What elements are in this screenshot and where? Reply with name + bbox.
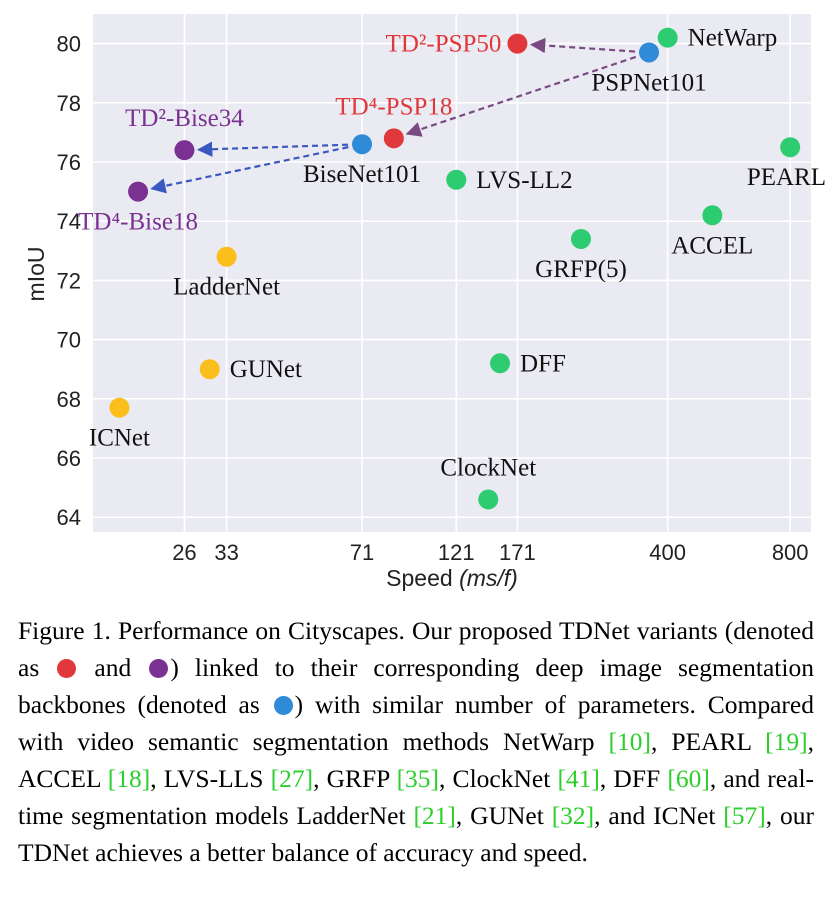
y-tick-label: 78 xyxy=(57,91,81,116)
y-tick-label: 70 xyxy=(57,328,81,353)
caption-tail: , our TDNet achieves a better balance of… xyxy=(18,801,814,867)
point-td-bise18 xyxy=(128,181,149,202)
blue-dot-icon xyxy=(273,696,293,715)
point-icnet xyxy=(109,397,130,418)
arrows xyxy=(150,37,637,194)
y-tick-label: 80 xyxy=(57,32,81,57)
point-netwarp xyxy=(657,27,678,48)
point-bisenet101 xyxy=(352,134,373,155)
point-label-pspnet101: PSPNet101 xyxy=(591,69,706,96)
point-clocknet xyxy=(478,489,499,510)
point-dff xyxy=(490,353,511,374)
x-axis-title-name: Speed xyxy=(386,565,453,591)
caption-lvs: , LVS-LLS xyxy=(150,764,271,793)
x-tick-label: 800 xyxy=(772,540,809,565)
caption-dff: , DFF xyxy=(599,764,668,793)
scatter-plot: TD²-PSP50 TD⁴-PSP18 TD²-Bise34 TD⁴-Bise18 PS… xyxy=(23,14,826,591)
caption-and: and xyxy=(78,653,148,682)
point-gunet xyxy=(199,359,220,380)
point-label-gunet: GUNet xyxy=(230,356,302,383)
arrow-bisenet101-to-td-bise34 xyxy=(196,141,349,157)
point-label-pearl: PEARL xyxy=(747,164,826,191)
grid xyxy=(93,14,811,532)
y-tick-label: 64 xyxy=(57,505,81,530)
caption-intro: Figure 1. Performance on Cityscapes. Our… xyxy=(18,616,814,682)
red-dot-icon xyxy=(57,659,77,678)
caption-icnet: , and ICNet xyxy=(594,801,724,830)
purple-dot-icon xyxy=(149,659,169,678)
citation-link[interactable]: [41] xyxy=(557,764,600,793)
tick-labels: 64 66 68 70 72 74 76 78 80 26 33 71 121 171 400 800 xyxy=(57,32,809,565)
point-label-icnet: ICNet xyxy=(89,425,150,452)
point-labels: TD²-PSP50 TD⁴-PSP18 TD²-Bise34 TD⁴-Bise18 PS… xyxy=(78,25,826,482)
point-accel xyxy=(702,205,723,226)
citation-link[interactable]: [18] xyxy=(107,764,151,793)
y-tick-label: 76 xyxy=(57,150,81,175)
point-label-clocknet: ClockNet xyxy=(440,454,536,481)
point-td-bise34 xyxy=(174,140,195,161)
citation-link[interactable]: [27] xyxy=(270,764,314,793)
citation-link[interactable]: [32] xyxy=(551,801,595,830)
plot-background xyxy=(93,14,811,532)
point-label-laddernet: LadderNet xyxy=(173,274,280,301)
figure-caption: Figure 1. Performance on Cityscapes. Our… xyxy=(18,612,814,871)
y-axis-title: mIoU xyxy=(23,247,49,302)
point-td-psp18 xyxy=(383,128,404,149)
y-tick-label: 66 xyxy=(57,446,81,471)
point-label-bisenet101: BiseNet101 xyxy=(303,161,421,188)
citation-link[interactable]: [19] xyxy=(765,727,808,756)
caption-compared: ) with similar number of parameters. Com… xyxy=(18,690,814,756)
citation-link[interactable]: [57] xyxy=(723,801,766,830)
arrow-pspnet101-to-td-psp50 xyxy=(529,37,636,54)
citation-link[interactable]: [21] xyxy=(413,801,456,830)
citation-link[interactable]: [60] xyxy=(667,764,710,793)
y-tick-label: 72 xyxy=(57,268,81,293)
x-tick-label: 171 xyxy=(499,540,536,565)
x-tick-label: 400 xyxy=(649,540,686,565)
citation-link[interactable]: [35] xyxy=(396,764,440,793)
caption-grfp: , GRFP xyxy=(313,764,397,793)
caption-linked: ) linked to their corresponding deep ima… xyxy=(18,653,814,719)
arrow-pspnet101-to-td-psp18 xyxy=(405,55,637,137)
caption-accel: , ACCEL xyxy=(18,727,814,793)
point-label-lvs-ll2: LVS-LL2 xyxy=(476,167,572,194)
x-tick-label: 121 xyxy=(438,540,475,565)
point-label-td-psp50: TD²-PSP50 xyxy=(386,31,502,58)
point-label-dff: DFF xyxy=(520,350,566,377)
caption-clocknet: , ClockNet xyxy=(439,764,558,793)
point-label-td-psp18: TD⁴-PSP18 xyxy=(335,93,452,120)
point-label-accel: ACCEL xyxy=(671,232,753,259)
x-tick-label: 26 xyxy=(172,540,196,565)
x-tick-label: 33 xyxy=(214,540,238,565)
point-td-psp50 xyxy=(507,33,528,54)
point-lvs-ll2 xyxy=(446,169,467,190)
point-pearl xyxy=(780,137,801,158)
citation-link[interactable]: [10] xyxy=(608,727,651,756)
x-axis-title: Speed (ms/f) xyxy=(386,565,518,591)
x-axis-title-unit: (ms/f) xyxy=(459,565,518,591)
point-label-td-bise34: TD²-Bise34 xyxy=(125,105,244,132)
point-label-grfp-5: GRFP(5) xyxy=(535,256,627,283)
x-tick-label: 71 xyxy=(350,540,374,565)
data-points xyxy=(109,27,801,510)
scatter-figure: TD²-PSP50 TD⁴-PSP18 TD²-Bise34 TD⁴-Bise18 PS… xyxy=(23,14,826,591)
y-tick-label: 68 xyxy=(57,387,81,412)
caption-gunet: , GUNet xyxy=(455,801,552,830)
caption-pearl: , PEARL xyxy=(650,727,766,756)
point-label-td-bise18: TD⁴-Bise18 xyxy=(78,209,198,236)
point-laddernet xyxy=(216,246,237,267)
point-grfp-5 xyxy=(570,228,591,249)
point-label-netwarp: NetWarp xyxy=(688,25,778,52)
y-tick-label: 74 xyxy=(57,209,81,234)
arrow-bisenet101-to-td-bise18 xyxy=(150,146,349,194)
point-pspnet101 xyxy=(639,42,660,63)
caption-ladder: , and real-time segmentation models Ladd… xyxy=(18,764,815,830)
